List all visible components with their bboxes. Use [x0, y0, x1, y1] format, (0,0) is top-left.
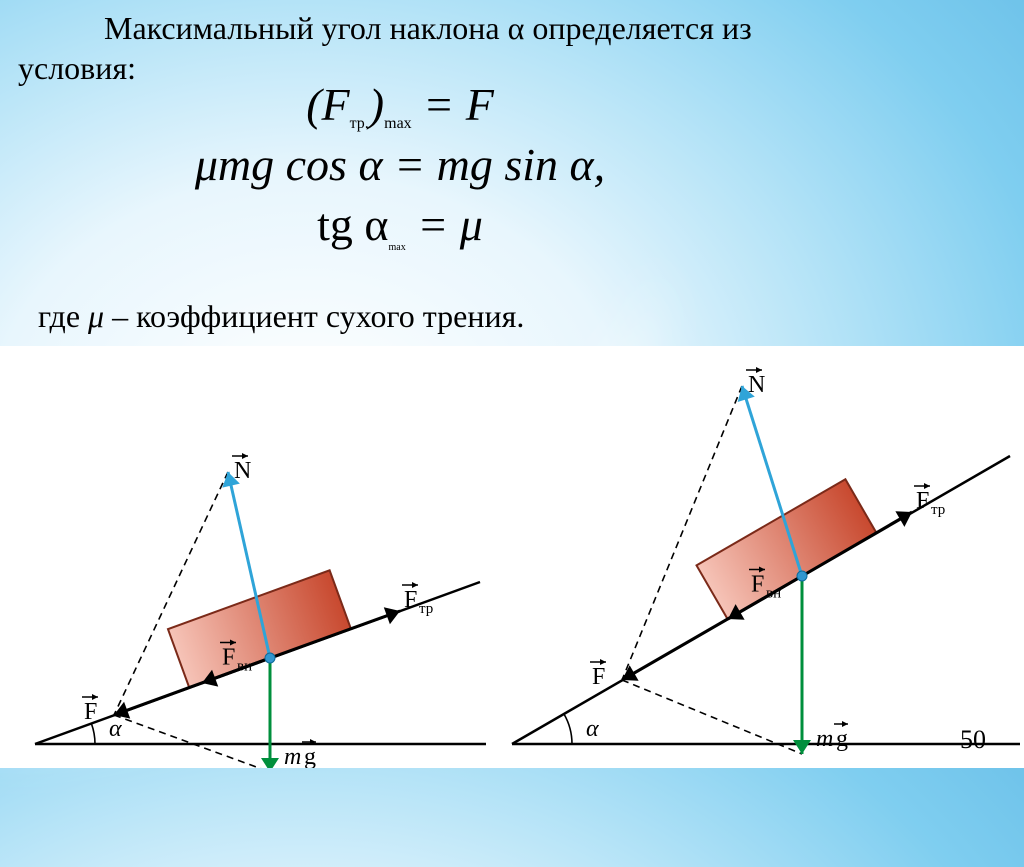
f1-left: (F	[306, 79, 349, 130]
svg-text:тр: тр	[931, 502, 945, 518]
diagram-right: αNFтрFвнFmg	[490, 346, 1024, 768]
svg-text:m: m	[816, 726, 833, 752]
svg-text:F: F	[84, 699, 97, 725]
svg-text:N: N	[748, 372, 765, 398]
label-F: F	[590, 659, 606, 690]
svg-text:вн: вн	[237, 659, 252, 675]
f1-sub2: max	[384, 115, 412, 132]
panel-left: αNFтрFвнFmg	[0, 346, 490, 768]
vector-mg	[793, 576, 811, 754]
dash-N-to-F	[622, 386, 742, 680]
formula-block: (Fтр.)max = F μmg cos α = mg sin α, tg α…	[120, 74, 680, 256]
angle-arc	[91, 723, 95, 744]
f3-right: = μ	[406, 199, 483, 250]
svg-text:g: g	[836, 726, 848, 752]
label-N: N	[746, 367, 765, 398]
label-Ftr: Fтр	[914, 483, 945, 518]
vector-mg	[261, 658, 279, 768]
page-number: 50	[960, 725, 986, 755]
heading-line1: Максимальный угол наклона α определяется…	[18, 8, 1006, 48]
svg-text:g: g	[304, 744, 316, 768]
block	[168, 570, 351, 687]
label-mg: mg	[284, 739, 316, 768]
svg-text:F: F	[404, 587, 417, 613]
svg-text:m: m	[284, 744, 301, 768]
svg-text:F: F	[751, 572, 764, 598]
formula-line-3: tg αmax = μ	[120, 196, 680, 255]
f1-right: = F	[412, 79, 494, 130]
svg-text:N: N	[234, 458, 251, 484]
formula-line-1: (Fтр.)max = F	[120, 76, 680, 134]
origin-dot	[265, 653, 275, 663]
f1-mid: )	[369, 79, 384, 130]
label-F: F	[82, 694, 98, 725]
angle-arc	[564, 714, 572, 744]
svg-text:F: F	[592, 664, 605, 690]
alpha-label: α	[109, 716, 122, 742]
svg-text:вн: вн	[766, 586, 781, 602]
mu-definition: где μ – коэффициент сухого трения.	[38, 298, 524, 335]
mu-prefix: где	[38, 298, 88, 334]
mu-rest: – коэффициент сухого трения.	[104, 298, 524, 334]
origin-dot	[797, 571, 807, 581]
mu-symbol: μ	[88, 298, 104, 334]
label-mg: mg	[816, 721, 848, 752]
svg-text:F: F	[916, 488, 929, 514]
panel-right: αNFтрFвнFmg	[490, 346, 1024, 768]
formula-line-2: μmg cos α = mg sin α,	[120, 136, 680, 194]
svg-text:тр: тр	[419, 601, 433, 617]
dash-F-to-mg	[114, 715, 270, 768]
f1-sub1: тр.	[350, 115, 369, 132]
diagrams-area: αNFтрFвнFmg αNFтрFвнFmg	[0, 346, 1024, 768]
f3-sub: max	[389, 242, 406, 253]
alpha-label: α	[586, 716, 599, 742]
f3-tg: tg α	[317, 199, 388, 250]
svg-text:F: F	[222, 645, 235, 671]
label-N: N	[232, 453, 251, 484]
diagram-left: αNFтрFвнFmg	[0, 346, 490, 768]
